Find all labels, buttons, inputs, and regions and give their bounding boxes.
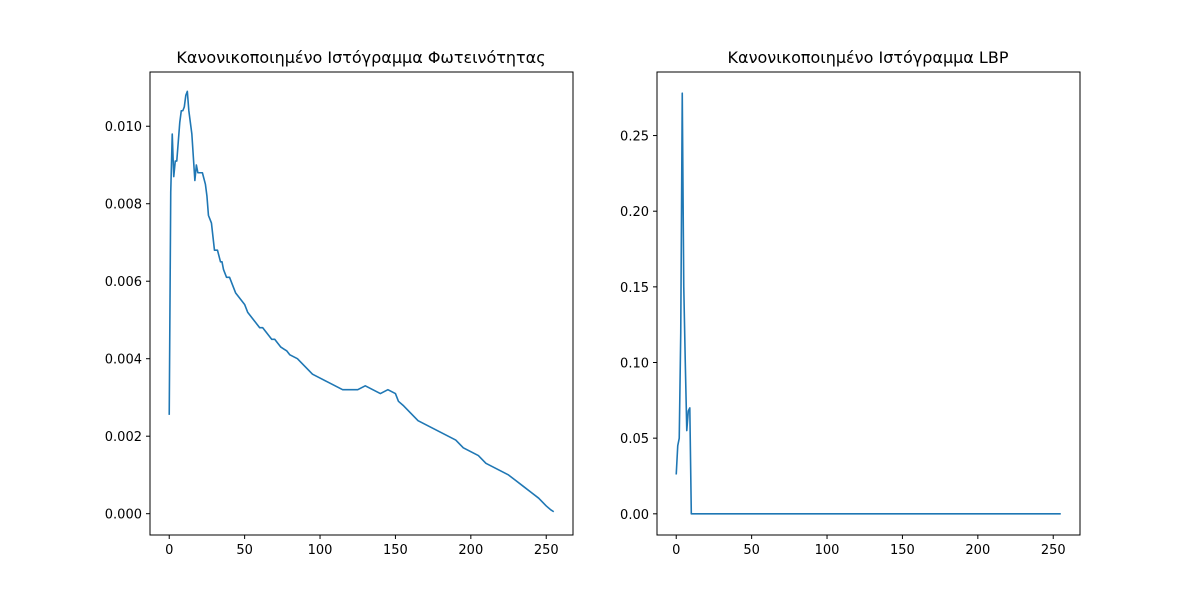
brightness-series-line [168,90,555,513]
brightness-y-tick-label: 0.000 [105,508,142,523]
lbp-y-tick-label: 0.20 [620,205,649,220]
lbp-y-tick-label: 0.25 [620,130,649,145]
lbp-y-tick-label: 0.05 [620,432,649,447]
lbp-histogram-chart: Κανονικοποιημένο Ιστόγραμμα LBP 0 50 100 15… [620,48,1081,558]
brightness-axis-ticks: 0 50 100 150 200 250 0.000 0.002 0.004 0.006 0.008… [105,120,559,558]
brightness-x-tick-label: 200 [458,543,483,558]
lbp-axis-ticks: 0 50 100 150 200 250 0.00 0.05 0.10 0.15 0.20 0.25 [620,130,1066,558]
lbp-y-tick-label: 0.00 [620,508,649,523]
lbp-y-tick-label: 0.10 [620,357,649,372]
lbp-series-group [675,92,1061,515]
lbp-x-tick-label: 100 [815,543,840,558]
lbp-x-tick-label: 200 [965,543,990,558]
brightness-x-tick-label: 100 [308,543,333,558]
brightness-histogram-chart: Κανονικοποιημένο Ιστόγραμμα Φωτεινότητας… [105,48,574,558]
brightness-series-group [168,90,555,513]
brightness-y-tick-label: 0.002 [105,430,142,445]
brightness-x-tick-label: 50 [236,543,253,558]
brightness-x-tick-label: 150 [383,543,408,558]
brightness-plot-frame [149,71,574,536]
lbp-series-line [675,92,1061,515]
lbp-x-tick-label: 0 [672,543,680,558]
brightness-x-tick-label: 0 [165,543,173,558]
lbp-plot-frame [656,71,1081,536]
brightness-y-tick-label: 0.004 [105,353,142,368]
chart-title-brightness: Κανονικοποιημένο Ιστόγραμμα Φωτεινότητας [176,48,545,67]
brightness-y-tick-label: 0.008 [105,198,142,213]
lbp-y-tick-label: 0.15 [620,281,649,296]
lbp-x-tick-label: 50 [743,543,760,558]
chart-title-lbp: Κανονικοποιημένο Ιστόγραμμα LBP [728,48,1009,67]
brightness-y-tick-label: 0.006 [105,275,142,290]
brightness-x-tick-label: 250 [534,543,559,558]
lbp-x-tick-label: 150 [890,543,915,558]
brightness-y-tick-label: 0.010 [105,120,142,135]
lbp-x-tick-label: 250 [1041,543,1066,558]
